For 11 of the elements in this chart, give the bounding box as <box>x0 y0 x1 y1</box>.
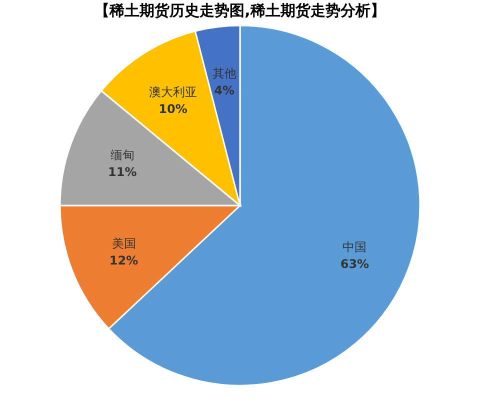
slice-label: 美国 <box>112 236 136 251</box>
slice-label: 澳大利亚 <box>149 84 198 99</box>
data-label: 4% <box>214 83 235 98</box>
data-label: 12% <box>109 254 138 268</box>
data-label: 11% <box>108 165 137 180</box>
slice-label: 中国 <box>342 240 367 254</box>
slice-label: 其他 <box>212 66 236 80</box>
chart-title: 【稀土期货历史走势图,稀土期货走势分析】 <box>94 2 386 20</box>
slice-label: 缅甸 <box>110 148 134 162</box>
data-label: 10% <box>158 102 188 116</box>
data-label: 63% <box>340 257 370 272</box>
